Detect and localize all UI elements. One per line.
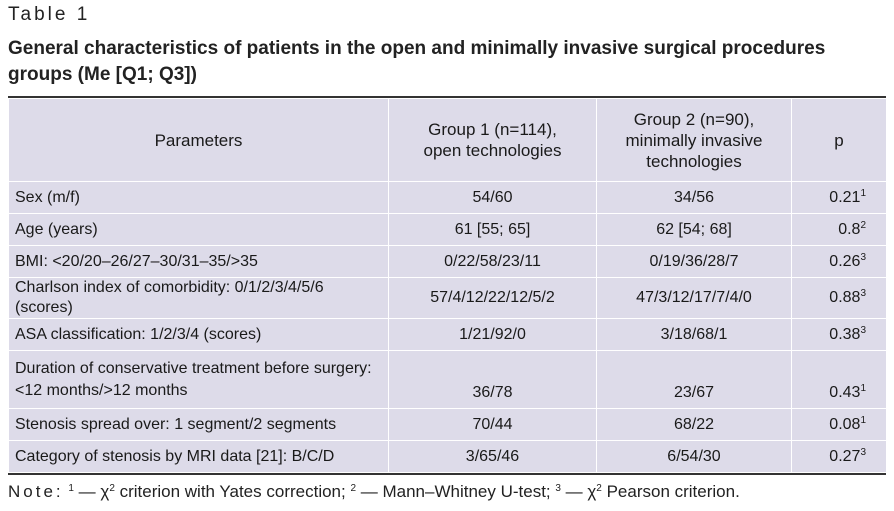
row-param: Category of stenosis by MRI data [21]: B… — [8, 440, 389, 473]
row-group1: 36/78 — [388, 350, 597, 409]
note-mark-5: 2 — [596, 483, 602, 494]
header-p: p — [791, 98, 887, 182]
row-p: 0.263 — [791, 245, 887, 278]
table-row: Charlson index of comorbidity: 0/1/2/3/4… — [8, 277, 887, 319]
p-footnote-mark: 1 — [860, 414, 866, 426]
row-group1: 57/4/12/22/12/5/2 — [388, 277, 597, 319]
p-footnote-mark: 1 — [860, 383, 866, 394]
row-group2: 0/19/36/28/7 — [596, 245, 792, 278]
table-label: Table 1 — [8, 4, 91, 25]
p-value: 0.8 — [838, 220, 861, 238]
header-parameters: Parameters — [8, 98, 389, 182]
row-group1: 54/60 — [388, 181, 597, 214]
header-group1: Group 1 (n=114), open technologies — [388, 98, 597, 182]
note-mark-2: 2 — [109, 483, 115, 494]
p-footnote-mark: 2 — [860, 219, 866, 231]
p-footnote-mark: 1 — [860, 187, 866, 199]
p-footnote-mark: 3 — [860, 288, 866, 299]
header-group2-line2: minimally invasive — [625, 130, 763, 150]
row-param-line1: Duration of conservative treatment befor… — [15, 359, 372, 377]
row-group2: 6/54/30 — [596, 440, 792, 473]
row-param: Stenosis spread over: 1 segment/2 segmen… — [8, 408, 389, 441]
row-param: Charlson index of comorbidity: 0/1/2/3/4… — [8, 277, 389, 319]
row-p: 0.431 — [791, 350, 887, 409]
p-value: 0.38 — [829, 325, 861, 343]
row-group2: 47/3/12/17/7/4/0 — [596, 277, 792, 319]
note-mark-1: 1 — [68, 483, 74, 494]
p-value: 0.08 — [829, 415, 861, 433]
row-p: 0.82 — [791, 213, 887, 246]
table-caption: General characteristics of patients in t… — [8, 38, 826, 85]
row-group1: 70/44 — [388, 408, 597, 441]
row-param: ASA classification: 1/2/3/4 (scores) — [8, 318, 389, 351]
p-footnote-mark: 3 — [860, 251, 866, 263]
p-value: 0.26 — [829, 252, 861, 270]
note-text-2: criterion with Yates correction; — [114, 482, 351, 501]
header-row: Parameters Group 1 (n=114), open technol… — [8, 98, 887, 182]
header-group2: Group 2 (n=90), minimally invasive techn… — [596, 98, 792, 182]
table-row: Category of stenosis by MRI data [21]: B… — [8, 440, 887, 473]
p-value: 0.88 — [829, 289, 861, 306]
row-p: 0.273 — [791, 440, 887, 473]
p-value: 0.21 — [829, 188, 861, 206]
row-group2: 23/67 — [596, 350, 792, 409]
row-group1: 3/65/46 — [388, 440, 597, 473]
header-group1-line1: Group 1 (n=114), — [428, 120, 557, 139]
row-param: BMI: <20/20–26/27–30/31–35/>35 — [8, 245, 389, 278]
row-param: Age (years) — [8, 213, 389, 246]
table-row: Duration of conservative treatment befor… — [8, 350, 887, 409]
row-group1: 0/22/58/23/11 — [388, 245, 597, 278]
row-param: Sex (m/f) — [8, 181, 389, 214]
header-group2-line1: Group 2 (n=90), — [633, 109, 755, 129]
table-row: Age (years) 61 [55; 65] 62 [54; 68] 0.82 — [8, 213, 887, 246]
row-group2: 62 [54; 68] — [596, 213, 792, 246]
p-footnote-mark: 3 — [860, 446, 866, 458]
table-row: ASA classification: 1/2/3/4 (scores) 1/2… — [8, 318, 887, 351]
table-row: BMI: <20/20–26/27–30/31–35/>35 0/22/58/2… — [8, 245, 887, 278]
row-group2: 3/18/68/1 — [596, 318, 792, 351]
p-footnote-mark: 3 — [860, 324, 866, 336]
row-group2: 34/56 — [596, 181, 792, 214]
note-text-5: Pearson criterion. — [601, 482, 740, 501]
note-label: Note: — [8, 482, 64, 501]
row-group1: 61 [55; 65] — [388, 213, 597, 246]
note-text-3: — Mann–Whitney U-test; — [356, 482, 556, 501]
row-param: Duration of conservative treatment befor… — [8, 350, 389, 409]
table-row: Stenosis spread over: 1 segment/2 segmen… — [8, 408, 887, 441]
table-row: Sex (m/f) 54/60 34/56 0.211 — [8, 181, 887, 214]
row-p: 0.883 — [791, 277, 887, 319]
row-group2: 68/22 — [596, 408, 792, 441]
p-value: 0.27 — [829, 447, 861, 465]
row-param-line2: <12 months/>12 months — [15, 381, 188, 399]
note-text-4: — χ — [560, 482, 597, 501]
table-note: Note: 1 — χ2 criterion with Yates correc… — [8, 482, 888, 502]
note-mark-3: 2 — [350, 483, 357, 494]
row-p: 0.383 — [791, 318, 887, 351]
characteristics-table: Parameters Group 1 (n=114), open technol… — [8, 98, 887, 473]
note-text-1: — χ — [73, 482, 110, 501]
p-value: 0.43 — [829, 384, 861, 401]
row-p: 0.081 — [791, 408, 887, 441]
row-group1: 1/21/92/0 — [388, 318, 597, 351]
header-group1-line2: open technologies — [423, 141, 562, 160]
note-mark-4: 3 — [555, 483, 561, 494]
header-group2-line3: technologies — [646, 151, 742, 171]
row-p: 0.211 — [791, 181, 887, 214]
table-container: Parameters Group 1 (n=114), open technol… — [8, 96, 887, 475]
